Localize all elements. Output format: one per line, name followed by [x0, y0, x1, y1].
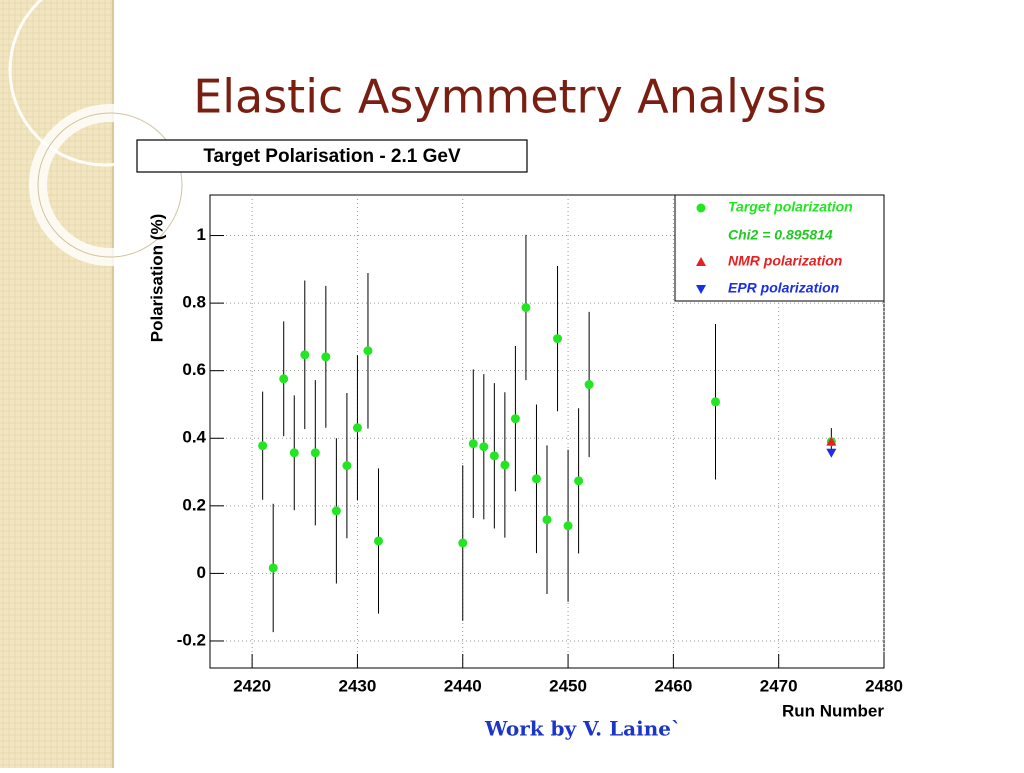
- y-tick-label: 0.2: [182, 495, 206, 514]
- point: [553, 334, 563, 344]
- point: [563, 521, 573, 531]
- point: [363, 346, 373, 356]
- x-tick-label: 2460: [654, 676, 692, 695]
- point: [268, 563, 278, 573]
- x-axis-label: Run Number: [782, 701, 884, 720]
- point: [300, 350, 310, 360]
- legend-marker: [696, 285, 706, 294]
- point: [826, 436, 837, 446]
- y-tick-label: 0.6: [182, 360, 206, 379]
- point: [352, 423, 362, 433]
- x-tick-label: 2470: [760, 676, 798, 695]
- x-tick-label: 2480: [865, 676, 903, 695]
- point: [510, 414, 520, 424]
- y-tick-label: 1: [197, 225, 206, 244]
- point: [500, 460, 510, 470]
- point: [331, 506, 341, 516]
- point: [279, 374, 289, 384]
- point: [342, 461, 352, 471]
- y-tick-label: -0.2: [177, 630, 206, 649]
- y-tick-label: 0: [197, 563, 206, 582]
- point: [289, 448, 299, 458]
- x-tick-label: 2420: [233, 676, 271, 695]
- slide-title: Elastic Asymmetry Analysis: [193, 70, 827, 124]
- point: [542, 515, 552, 525]
- legend-marker: [696, 257, 706, 266]
- x-tick-label: 2430: [339, 676, 377, 695]
- point: [458, 538, 468, 548]
- plot: -0.2 0 0.2 0.4 0.6 0.8 1 2420 2430 2440 2450 2460 24…: [177, 195, 903, 695]
- point: [711, 397, 720, 407]
- chart-title: Target Polarisation - 2.1 GeV: [203, 146, 461, 167]
- point: [574, 476, 584, 486]
- legend-box: [674, 194, 885, 302]
- legend-label: Target polarization: [728, 199, 853, 215]
- point: [521, 303, 531, 313]
- point: [468, 439, 478, 449]
- deco-ring-edge: [37, 112, 183, 258]
- y-tick-label: 0.4: [182, 428, 206, 447]
- point: [321, 352, 331, 362]
- legend-marker: [696, 203, 706, 213]
- chart-title-box: [136, 139, 528, 173]
- footer: Work by V. Laine`: [484, 717, 681, 741]
- point: [584, 380, 594, 390]
- legend-label: NMR polarization: [728, 253, 842, 269]
- y-tick-label: 0.8: [182, 293, 206, 312]
- y-axis-label: Polarisation (%): [147, 214, 166, 342]
- legend-note: Chi2 = 0.895814: [728, 227, 833, 243]
- point: [479, 442, 489, 452]
- point: [374, 536, 383, 546]
- point: [258, 441, 268, 451]
- point: [531, 474, 541, 484]
- x-tick-label: 2440: [444, 676, 482, 695]
- legend-label: EPR polarization: [728, 280, 839, 296]
- deco-circle: [8, 0, 202, 167]
- point: [489, 451, 499, 461]
- x-tick-label: 2450: [549, 676, 587, 695]
- point: [826, 448, 837, 458]
- point: [310, 448, 320, 458]
